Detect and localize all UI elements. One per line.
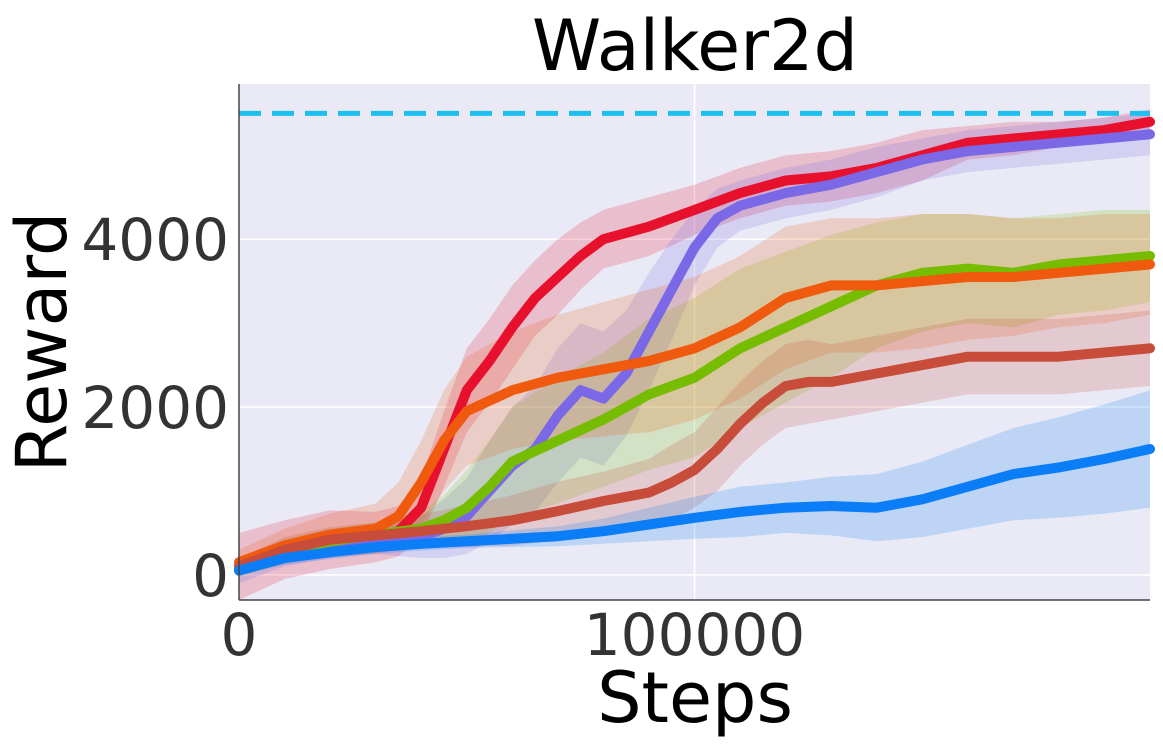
series-4-band	[239, 214, 1150, 575]
series-5-line	[234, 343, 1155, 572]
series-6-line	[234, 444, 1155, 576]
y-tick-label: 4000	[81, 206, 229, 274]
chart-title: Walker2d	[532, 5, 858, 87]
x-tick-label: 0	[221, 601, 258, 669]
series-6-band	[239, 390, 1150, 575]
tick-labels: 0 100000 0 2000 4000	[81, 206, 805, 669]
y-tick-label: 0	[192, 542, 229, 610]
x-axis-label: Steps	[597, 657, 793, 739]
x-tick-label: 100000	[584, 601, 805, 669]
series-3-band	[239, 209, 1150, 577]
axes	[238, 84, 1150, 601]
series-lines	[234, 116, 1155, 576]
series-4-line	[234, 259, 1155, 568]
y-tick-label: 2000	[81, 374, 229, 442]
y-axis-label: Reward	[1, 212, 83, 473]
